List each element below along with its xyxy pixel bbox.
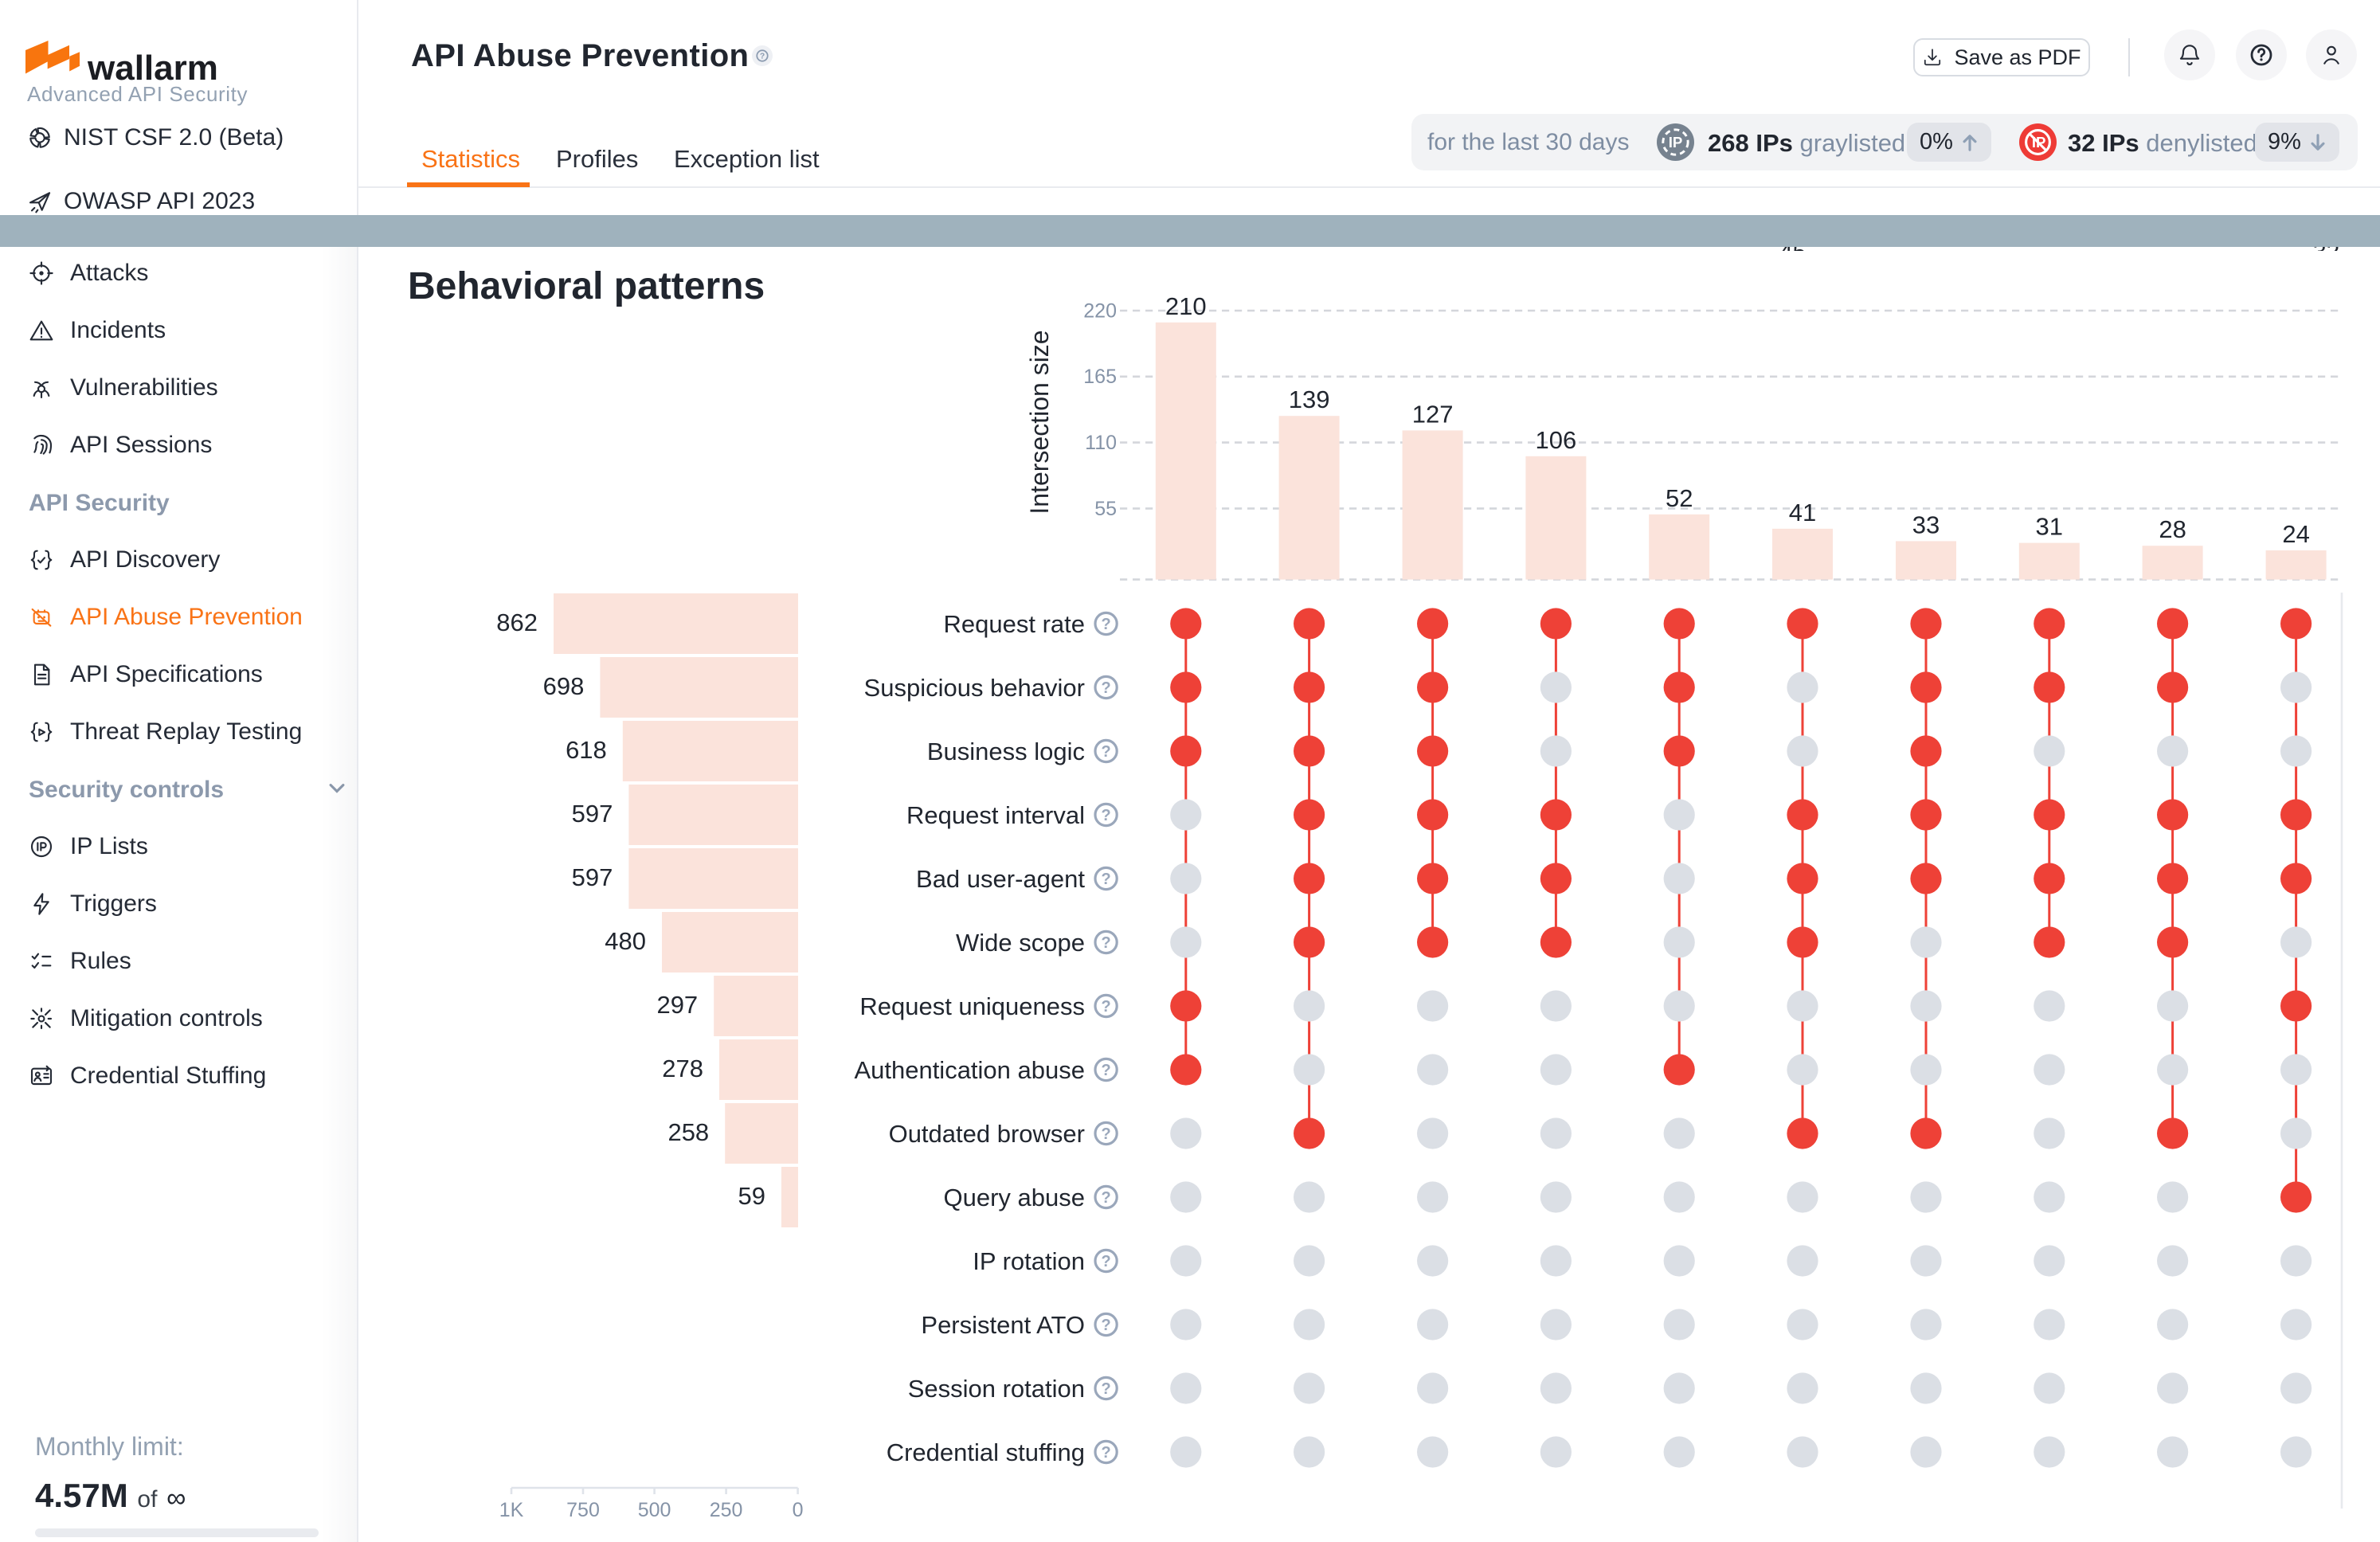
svg-text:?: ? bbox=[1101, 934, 1110, 952]
svg-text:106: 106 bbox=[1536, 426, 1577, 454]
svg-text:55: 55 bbox=[1094, 498, 1117, 520]
svg-text:480: 480 bbox=[605, 927, 646, 955]
svg-text:?: ? bbox=[1101, 743, 1110, 761]
svg-text:210: 210 bbox=[1165, 292, 1207, 320]
svg-text:24: 24 bbox=[2282, 520, 2309, 548]
svg-text:41: 41 bbox=[1789, 499, 1816, 526]
svg-text:862: 862 bbox=[496, 609, 538, 636]
svg-text:?: ? bbox=[1101, 1189, 1110, 1207]
svg-text:Wide scope: Wide scope bbox=[956, 929, 1085, 957]
svg-text:59: 59 bbox=[738, 1182, 765, 1210]
svg-text:?: ? bbox=[1101, 616, 1110, 633]
svg-text:Bad user-agent: Bad user-agent bbox=[916, 865, 1085, 893]
svg-text:698: 698 bbox=[543, 672, 585, 700]
svg-text:?: ? bbox=[1101, 679, 1110, 697]
svg-text:?: ? bbox=[1101, 1317, 1110, 1334]
svg-text:?: ? bbox=[1101, 807, 1110, 824]
svg-text:?: ? bbox=[1101, 1253, 1110, 1270]
svg-text:Outdated browser: Outdated browser bbox=[889, 1120, 1085, 1148]
svg-text:Request rate: Request rate bbox=[944, 610, 1086, 638]
svg-text:Query abuse: Query abuse bbox=[944, 1184, 1086, 1211]
svg-text:Suspicious behavior: Suspicious behavior bbox=[864, 674, 1085, 702]
svg-text:258: 258 bbox=[667, 1118, 709, 1146]
svg-text:139: 139 bbox=[1289, 386, 1330, 413]
svg-text:250: 250 bbox=[710, 1499, 743, 1521]
svg-text:165: 165 bbox=[1083, 366, 1117, 388]
svg-text:Authentication abuse: Authentication abuse bbox=[854, 1056, 1085, 1084]
svg-text:?: ? bbox=[760, 53, 765, 61]
svg-text:278: 278 bbox=[662, 1055, 703, 1082]
svg-text:127: 127 bbox=[1412, 400, 1454, 428]
svg-text:220: 220 bbox=[1083, 299, 1117, 322]
svg-text:297: 297 bbox=[656, 991, 698, 1019]
svg-text:Session rotation: Session rotation bbox=[908, 1375, 1085, 1403]
svg-text:110: 110 bbox=[1085, 432, 1117, 454]
svg-text:52: 52 bbox=[1666, 484, 1693, 512]
svg-text:750: 750 bbox=[566, 1499, 600, 1521]
svg-text:33: 33 bbox=[1912, 511, 1940, 538]
svg-text:IP rotation: IP rotation bbox=[973, 1247, 1085, 1275]
svg-text:31: 31 bbox=[2036, 513, 2063, 541]
svg-text:?: ? bbox=[1101, 871, 1110, 888]
svg-text:Request uniqueness: Request uniqueness bbox=[859, 992, 1085, 1020]
svg-text:1K: 1K bbox=[499, 1499, 524, 1521]
svg-text:28: 28 bbox=[2159, 515, 2186, 543]
svg-text:Persistent ATO: Persistent ATO bbox=[921, 1311, 1085, 1339]
svg-text:597: 597 bbox=[572, 800, 613, 828]
svg-text:597: 597 bbox=[572, 863, 613, 891]
svg-text:500: 500 bbox=[638, 1499, 671, 1521]
svg-text:Credential stuffing: Credential stuffing bbox=[887, 1438, 1085, 1466]
svg-text:?: ? bbox=[1101, 998, 1110, 1016]
svg-text:?: ? bbox=[1101, 1444, 1110, 1462]
svg-text:?: ? bbox=[1101, 1062, 1110, 1079]
svg-text:Business logic: Business logic bbox=[927, 738, 1085, 765]
svg-text:618: 618 bbox=[566, 736, 607, 764]
svg-text:0: 0 bbox=[793, 1499, 804, 1521]
svg-text:Request interval: Request interval bbox=[906, 801, 1085, 829]
svg-text:Intersection size: Intersection size bbox=[1025, 330, 1054, 514]
svg-text:?: ? bbox=[1101, 1125, 1110, 1143]
svg-text:IP: IP bbox=[1669, 134, 1683, 151]
svg-text:?: ? bbox=[1101, 1380, 1110, 1398]
